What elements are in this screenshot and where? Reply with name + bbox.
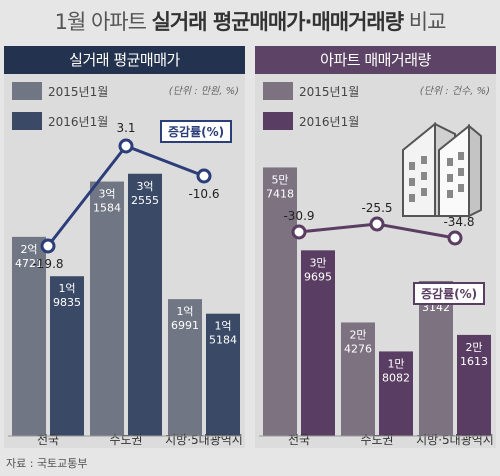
volume-panel: 아파트 매매거래량 (단위 : 건수, %) 2015년1월 2016년1월 5… [255, 46, 496, 448]
data-label: 2555 [131, 194, 159, 207]
x-tick-label: 지방·5대광역시 [165, 433, 243, 447]
data-label: 9835 [53, 296, 81, 309]
title-prefix: 1월 아파트 [54, 10, 147, 34]
data-label: 3만 [309, 256, 326, 269]
legend-swatch [263, 112, 293, 130]
x-tick-label: 전국 [288, 433, 310, 447]
change-label: -10.6 [188, 187, 219, 201]
source-note: 자료 : 국토교통부 [6, 457, 88, 470]
bar [301, 250, 335, 436]
price-legend-2015: 2015년1월 [12, 82, 108, 100]
change-point [196, 168, 212, 184]
volume-panel-title: 아파트 매매거래량 [255, 46, 496, 74]
bar [128, 173, 162, 436]
data-label: 8082 [382, 371, 410, 384]
volume-unit: (단위 : 건수, %) [419, 86, 490, 97]
data-label: 3억 [98, 188, 115, 201]
page-title: 1월 아파트 실거래 평균매매가·매매거래량 비교 [0, 6, 500, 36]
change-point [291, 224, 307, 240]
price-unit: (단위 : 만원, %) [168, 86, 239, 97]
data-label: 2억 [20, 243, 37, 256]
bar [379, 351, 413, 436]
legend-swatch [12, 82, 42, 100]
change-label: -25.5 [361, 201, 392, 215]
data-label: 7418 [266, 187, 294, 200]
bar [90, 181, 124, 436]
x-tick-label: 전국 [37, 433, 59, 447]
volume-change-callout: 증감률(%) [413, 282, 486, 305]
change-point [40, 238, 56, 254]
volume-chart: 5만74183만9695전국2만42761만8082수도권3만31422만161… [259, 167, 494, 447]
data-label: 1만 [387, 357, 404, 370]
data-label: 2만 [465, 341, 482, 354]
change-label: -30.9 [283, 209, 314, 223]
volume-legend-2015: 2015년1월 [263, 82, 359, 100]
price-legend-2016: 2016년1월 [12, 112, 108, 130]
bar [457, 334, 491, 436]
bar [12, 236, 46, 436]
bar [50, 276, 84, 436]
bar [419, 280, 453, 436]
change-point [447, 230, 463, 246]
bar [168, 299, 202, 436]
data-label: 1584 [93, 202, 121, 215]
data-label: 6991 [171, 319, 199, 332]
bar [341, 322, 375, 436]
change-point [118, 138, 134, 154]
data-label: 5184 [209, 334, 237, 347]
x-tick-label: 수도권 [109, 433, 142, 447]
price-panel-title: 실거래 평균매매가 [4, 46, 245, 74]
data-label: 1억 [214, 320, 231, 333]
title-suffix: 비교 [408, 10, 447, 34]
change-label: -19.8 [32, 257, 63, 271]
legend-label: 2016년1월 [299, 114, 360, 129]
price-change-callout: 증감률(%) [160, 120, 233, 143]
data-label: 3억 [136, 180, 153, 193]
data-label: 9695 [304, 270, 332, 283]
legend-swatch [263, 82, 293, 100]
change-line [46, 144, 205, 247]
volume-legend-2016: 2016년1월 [263, 112, 359, 130]
apartment-building-icon [402, 121, 482, 218]
data-label: 1억 [58, 282, 75, 295]
bar [263, 167, 297, 436]
legend-label: 2015년1월 [299, 84, 360, 99]
data-label: 2만 [349, 328, 366, 341]
data-label: 4276 [344, 342, 372, 355]
x-tick-label: 수도권 [360, 433, 393, 447]
data-label: 1613 [460, 355, 488, 368]
price-panel: 실거래 평균매매가 (단위 : 만원, %) 2015년1월 2016년1월 2… [4, 46, 245, 448]
bar [206, 313, 240, 436]
data-label: 1억 [176, 305, 193, 318]
data-label: 5만 [271, 173, 288, 186]
legend-label: 2016년1월 [48, 114, 109, 129]
change-label: 3.1 [116, 121, 135, 135]
change-point [369, 216, 385, 232]
x-tick-label: 지방·5대광역시 [416, 433, 494, 447]
data-label: 4721 [15, 257, 43, 270]
legend-label: 2015년1월 [48, 84, 109, 99]
change-label: -34.8 [443, 215, 474, 229]
title-bold: 실거래 평균매매가·매매거래량 [151, 10, 404, 34]
legend-swatch [12, 112, 42, 130]
